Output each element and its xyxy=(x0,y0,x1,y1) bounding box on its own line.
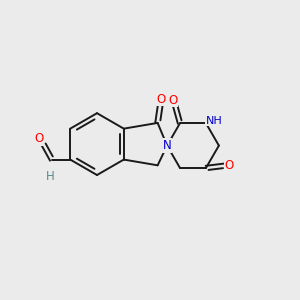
Text: O: O xyxy=(224,159,233,172)
Text: O: O xyxy=(34,132,43,145)
Text: H: H xyxy=(46,170,55,183)
Text: N: N xyxy=(163,139,171,152)
Text: O: O xyxy=(169,94,178,107)
Text: NH: NH xyxy=(206,116,223,126)
Text: O: O xyxy=(157,93,166,106)
